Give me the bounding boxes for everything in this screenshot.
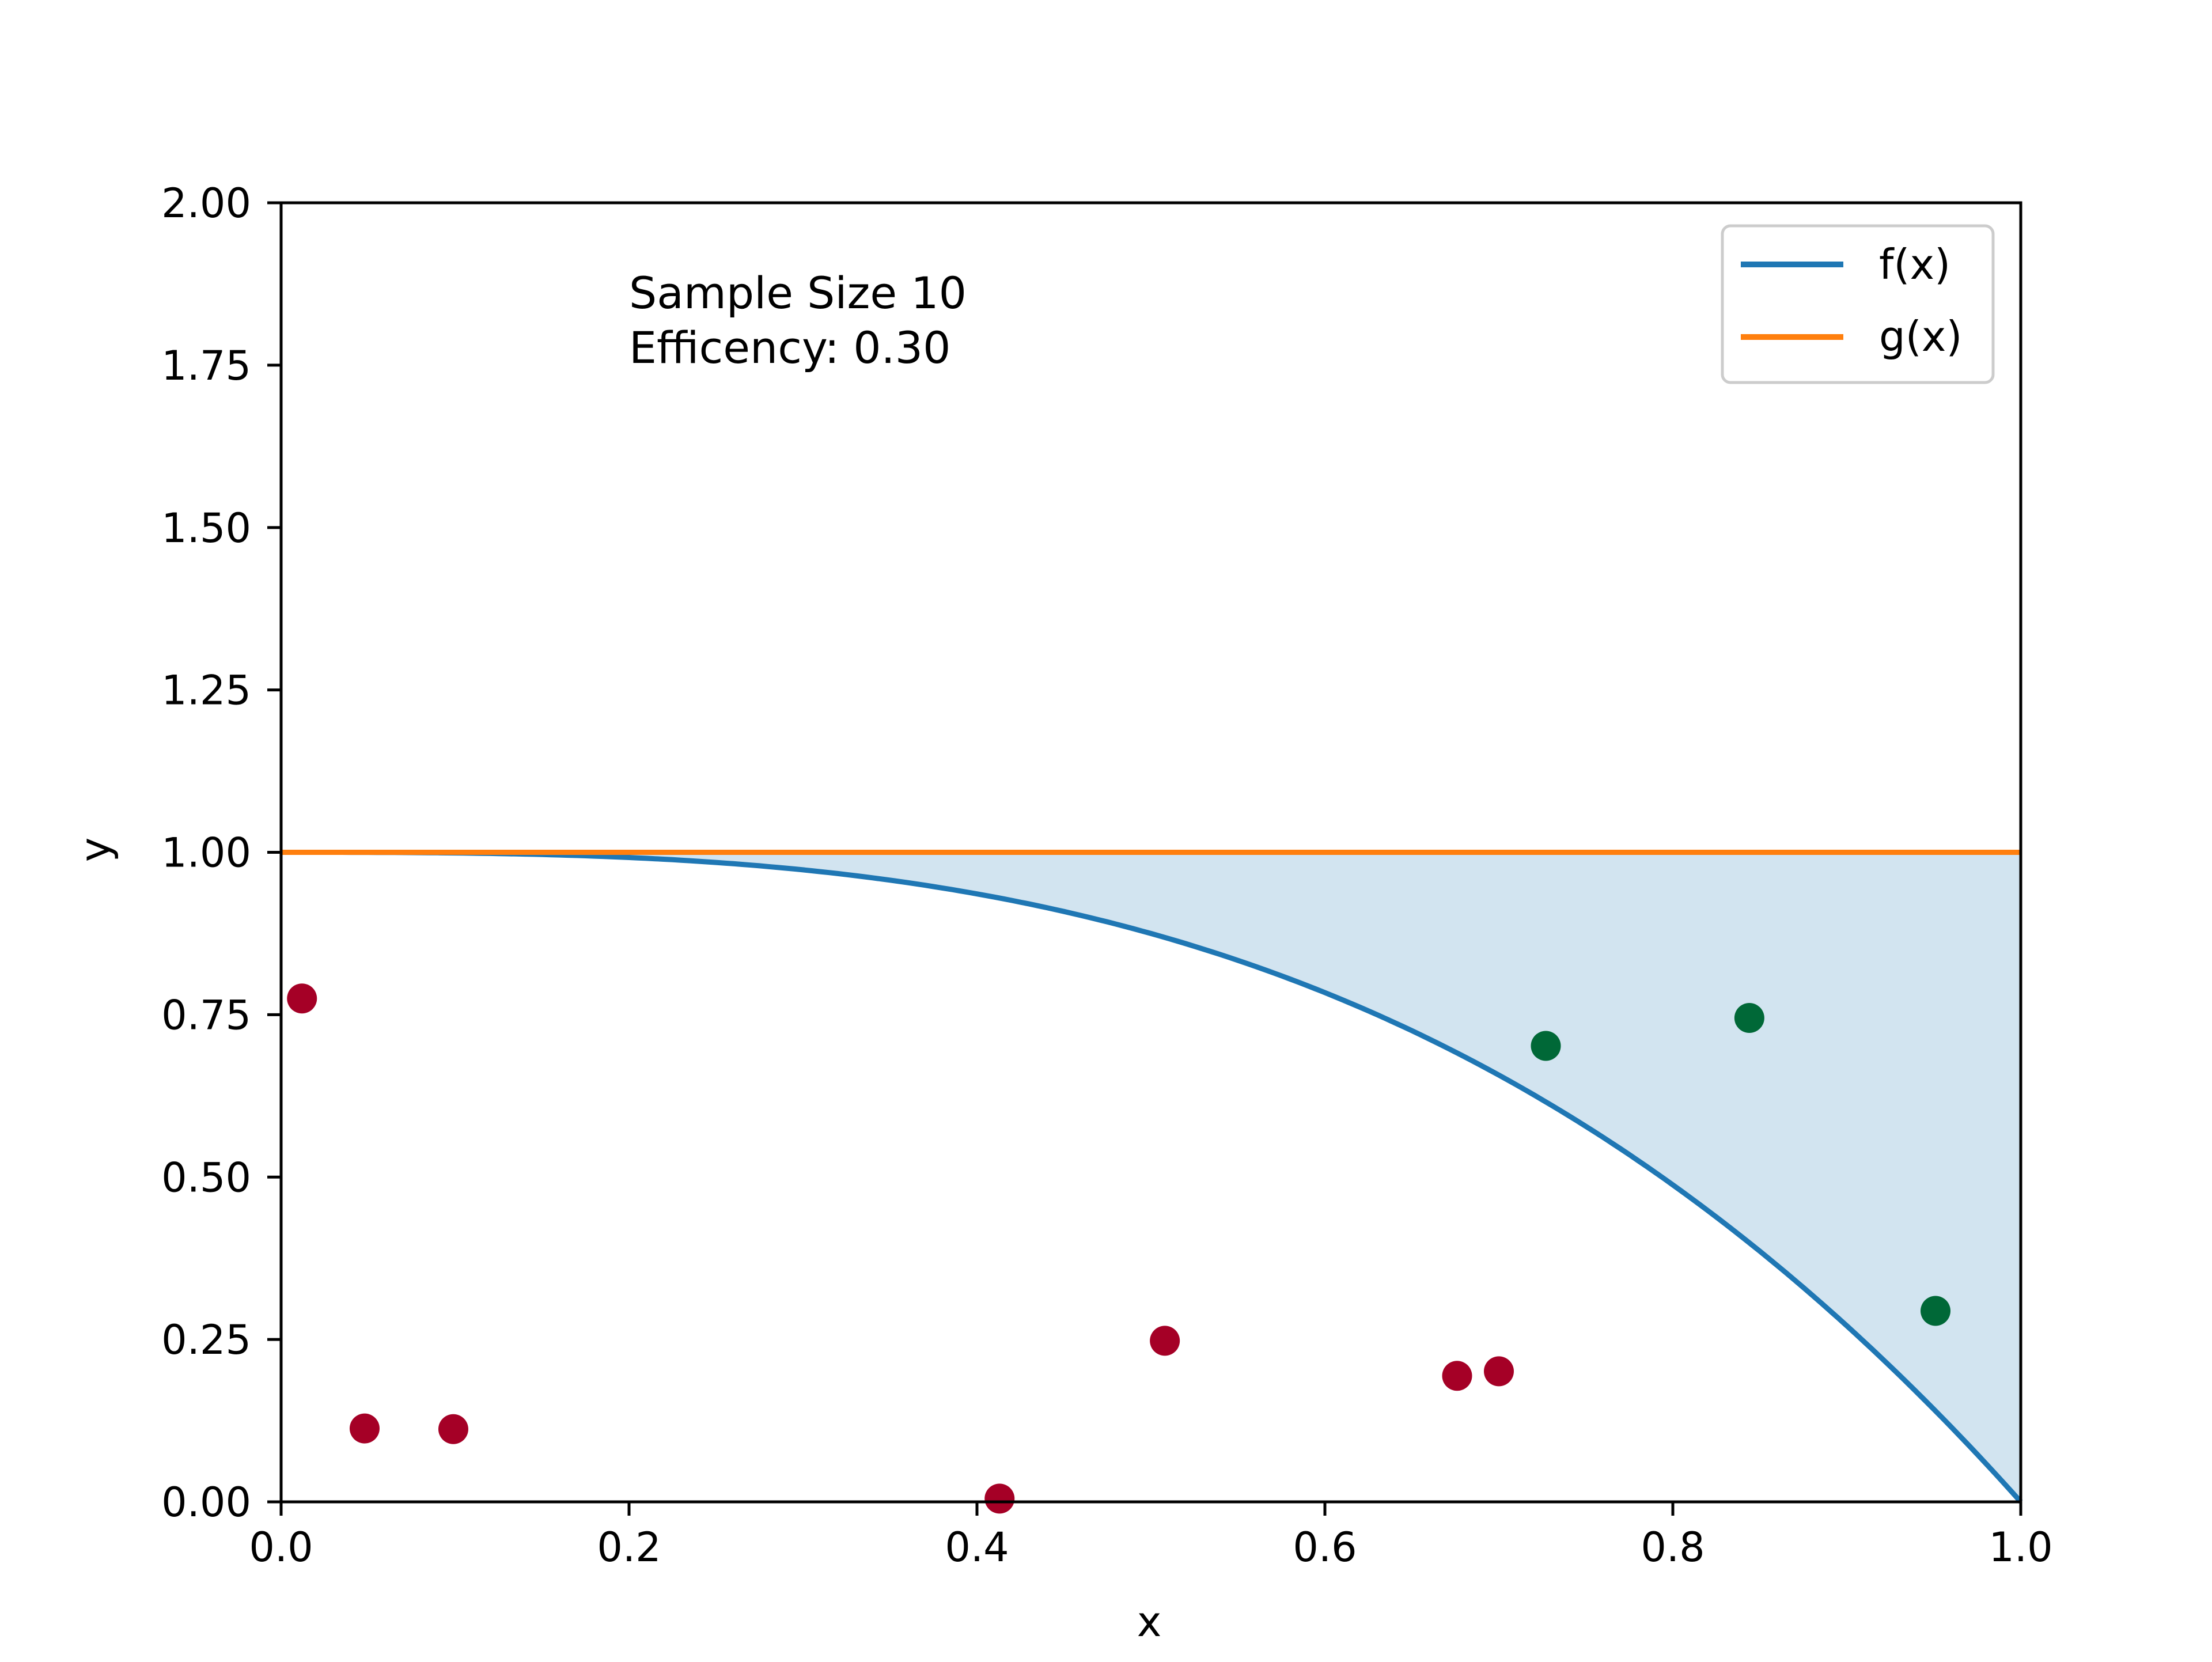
- x-tick-label: 0.2: [597, 1524, 661, 1571]
- accepted-point: [1734, 1003, 1764, 1033]
- rejected-point: [1484, 1356, 1514, 1387]
- accepted-point: [1531, 1031, 1561, 1061]
- rejected-point: [1442, 1361, 1472, 1391]
- fill-between-region: [281, 852, 2021, 1502]
- annotation-sample-size: Sample Size 10: [629, 267, 967, 319]
- x-tick-label: 0.0: [249, 1524, 313, 1571]
- x-axis-label: x: [1137, 1597, 1162, 1646]
- legend-label-f: f(x): [1879, 240, 1950, 289]
- rejected-point: [349, 1413, 380, 1444]
- y-tick-label: 1.75: [161, 342, 251, 389]
- x-tick-label: 0.6: [1293, 1524, 1357, 1571]
- annotation-efficiency: Efficency: 0.30: [629, 322, 950, 373]
- series-f-line: [281, 850, 2023, 1504]
- y-tick-label: 0.00: [161, 1479, 251, 1526]
- y-tick-label: 0.75: [161, 991, 251, 1039]
- y-axis-label: y: [71, 838, 119, 862]
- x-tick-label: 1.0: [1988, 1524, 2052, 1571]
- x-tick-label: 0.8: [1641, 1524, 1705, 1571]
- x-tick-label: 0.4: [945, 1524, 1009, 1571]
- y-tick-label: 0.25: [161, 1316, 251, 1364]
- rejected-point: [984, 1483, 1015, 1514]
- y-tick-label: 0.50: [161, 1154, 251, 1201]
- y-tick-label: 1.50: [161, 505, 251, 552]
- accepted-point: [1921, 1296, 1951, 1326]
- legend-label-g: g(x): [1879, 312, 1963, 361]
- tick-marks: 0.0 0.2 0.4 0.6 0.8 1.0 0.00 0.25 0.50 0.75 1.00 1.…: [161, 180, 2053, 1571]
- y-tick-label: 2.00: [161, 180, 251, 227]
- rejected-point: [287, 983, 317, 1014]
- y-tick-label: 1.25: [161, 667, 251, 714]
- rejected-point: [438, 1414, 468, 1444]
- rejected-point: [1150, 1326, 1180, 1356]
- y-tick-label: 1.00: [161, 830, 251, 877]
- legend: f(x) g(x): [1721, 224, 1995, 384]
- plot-area: [281, 850, 2023, 1514]
